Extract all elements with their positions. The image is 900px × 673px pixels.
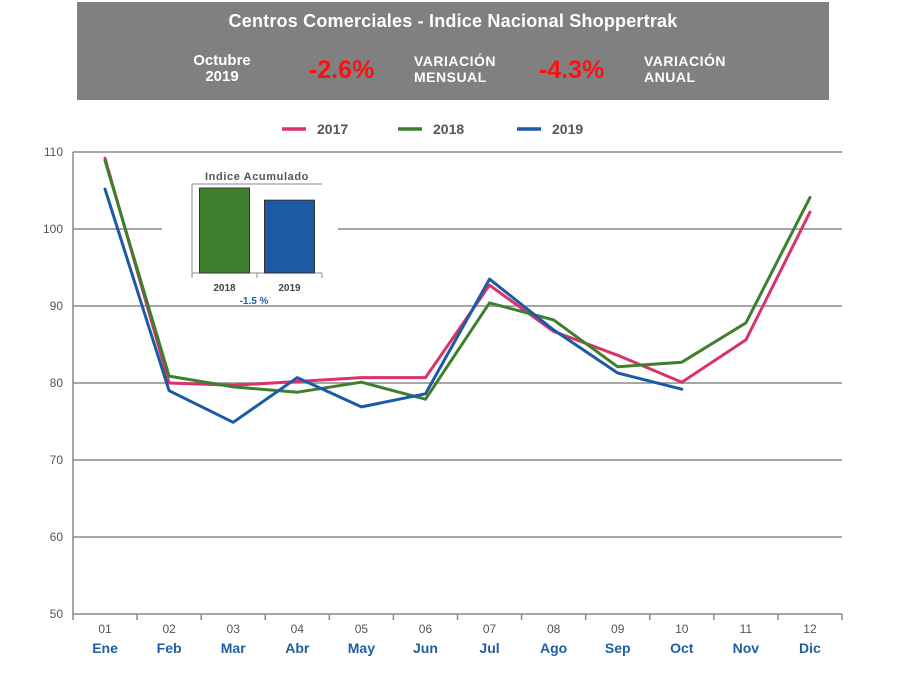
series-line-2019 [103,187,684,424]
monthly-label-line2: MENSUAL [414,69,487,85]
inset-bar-2019 [264,199,315,274]
legend-label-2018: 2018 [433,121,464,137]
period-label: Octubre 2019 [177,53,267,85]
inset-bar-label: 2019 [278,283,301,294]
x-month-label: Oct [670,640,694,656]
x-tick-label: 08 [547,622,561,636]
legend-label-2017: 2017 [317,121,348,137]
x-month-label: Ago [540,640,567,656]
x-tick-label: 05 [355,622,369,636]
monthly-variation-label: VARIACIÓN MENSUAL [414,53,496,85]
x-tick-label: 02 [162,622,176,636]
series-line-2018 [103,159,812,401]
x-tick-label: 04 [291,622,305,636]
y-tick-label: 80 [50,376,64,390]
x-tick-label: 12 [803,622,817,636]
x-month-label: Sep [605,640,631,656]
x-tick-label: 06 [419,622,433,636]
x-month-label: Mar [221,640,246,656]
inset-annotation: -1.5 % [240,296,269,307]
x-tick-label: 11 [740,622,753,636]
annual-label-line2: ANUAL [644,69,696,85]
y-tick-label: 60 [50,530,64,544]
x-month-label: May [348,640,375,656]
annual-label-line1: VARIACIÓN [644,53,727,69]
x-tick-label: 03 [227,622,241,636]
header-banner: Centros Comerciales - Indice Nacional Sh… [77,2,829,100]
x-month-label: Ene [92,640,118,656]
x-tick-label: 01 [98,622,112,636]
x-month-label: Feb [157,640,182,656]
annual-variation-label: VARIACIÓN ANUAL [644,53,726,85]
period-year: 2019 [205,68,239,85]
x-tick-label: 10 [675,622,689,636]
legend-label-2019: 2019 [552,121,583,137]
inset-title: Indice Acumulado [205,171,309,183]
x-month-label: Jun [413,640,438,656]
x-month-label: Jul [479,640,499,656]
y-tick-label: 110 [44,145,63,159]
x-tick-label: 09 [611,622,625,636]
x-month-label: Nov [733,640,760,656]
monthly-label-line1: VARIACIÓN [414,53,497,69]
y-tick-label: 100 [43,222,63,236]
period-month: Octubre [193,52,251,69]
x-tick-label: 07 [483,622,497,636]
x-month-label: Dic [799,640,821,656]
inset-bar-label: 2018 [213,283,236,294]
x-month-label: Abr [285,640,310,656]
monthly-variation-value: -2.6% [309,56,375,84]
chart-title: Centros Comerciales - Indice Nacional Sh… [228,11,678,31]
y-tick-label: 90 [50,299,64,313]
y-tick-label: 70 [50,453,64,467]
annual-variation-value: -4.3% [539,56,605,84]
inset-bar-2018 [199,187,250,274]
y-tick-label: 50 [50,607,64,621]
